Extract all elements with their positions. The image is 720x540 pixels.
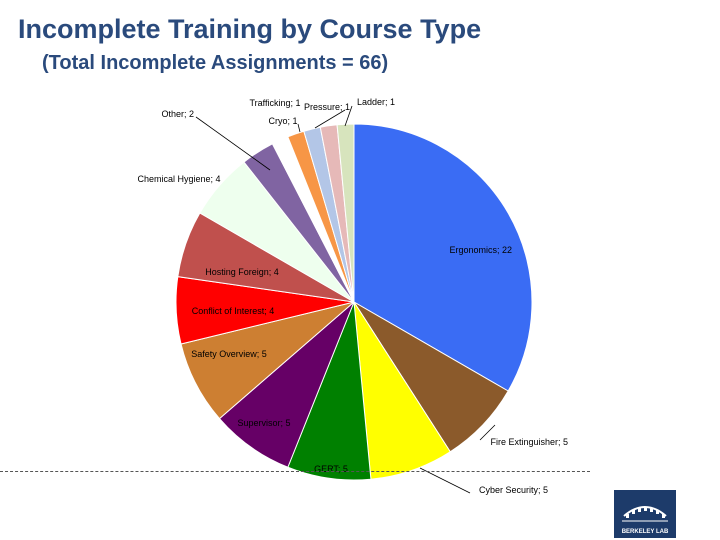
divider-line: [0, 471, 590, 472]
slice-label-5: Supervisor; 5: [237, 418, 290, 428]
page-title: Incomplete Training by Course Type: [18, 14, 482, 44]
slice-label-10: Other; 2: [161, 109, 194, 119]
slice-label-3: Cyber Security; 5: [479, 485, 548, 495]
leader-line-1: [479, 424, 496, 441]
slice-label-13: Pressure; 1: [304, 102, 350, 112]
leader-line-13: [344, 105, 353, 127]
slice-label-14: Ladder; 1: [357, 97, 395, 107]
leader-line-11: [297, 123, 301, 133]
lab-building-icon: [622, 506, 668, 522]
leader-line-2: [419, 467, 471, 494]
logo-text: BERKELEY LAB: [621, 529, 669, 535]
berkeley-lab-logo: BERKELEY LAB: [614, 490, 676, 538]
page-subtitle: (Total Incomplete Assignments = 66): [42, 52, 389, 74]
slice-label-11: Trafficking; 1: [249, 98, 300, 108]
slice-label-9: Chemical Hygiene; 4: [137, 174, 220, 184]
slice-label-7: Conflict of Interest; 4: [192, 306, 275, 316]
leader-line-12: [314, 109, 346, 129]
slice-label-4: GERT; 5: [314, 464, 348, 474]
slice-label-2: Fire Extinguisher; 5: [490, 437, 568, 447]
slice-label-12: Cryo; 1: [268, 116, 297, 126]
pie-slice-1: [353, 123, 533, 392]
slice-label-8: Hosting Foreign; 4: [205, 267, 279, 277]
slice-label-6: Safety Overview; 5: [191, 349, 267, 359]
leader-line-9: [195, 116, 271, 171]
slice-label-1: Ergonomics; 22: [449, 245, 512, 255]
